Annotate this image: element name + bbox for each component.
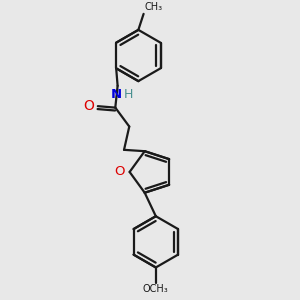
Text: O: O <box>83 99 94 112</box>
Text: O: O <box>114 166 124 178</box>
Text: H: H <box>124 88 134 100</box>
Text: OCH₃: OCH₃ <box>143 284 169 294</box>
Text: N: N <box>111 88 122 101</box>
Text: CH₃: CH₃ <box>145 2 163 12</box>
